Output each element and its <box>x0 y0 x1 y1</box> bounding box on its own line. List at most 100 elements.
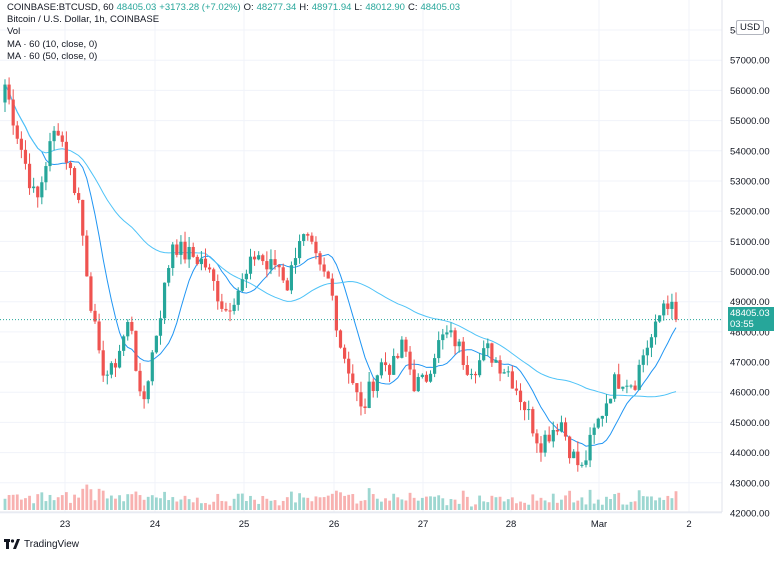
volume-bar <box>502 501 506 510</box>
volume-bar <box>89 489 93 510</box>
candle-body <box>273 259 277 265</box>
volume-bar <box>24 498 27 510</box>
x-tick-label: 2 <box>686 519 691 530</box>
volume-bar <box>335 490 338 510</box>
candle-body <box>645 347 649 356</box>
high-label: H: <box>299 2 309 13</box>
candle-body <box>494 360 498 363</box>
volume-bar <box>396 497 400 510</box>
candle-body <box>32 186 36 189</box>
volume-bar <box>347 494 351 510</box>
volume-bar <box>130 494 134 510</box>
candle-body <box>27 163 32 189</box>
volume-bar <box>494 497 498 510</box>
candle-body <box>588 434 592 461</box>
volume-bar <box>670 498 674 510</box>
volume-bar <box>576 500 580 510</box>
candle-body <box>408 351 412 370</box>
volume-bar <box>265 498 269 510</box>
candle-body <box>240 279 244 291</box>
candle-body <box>257 255 261 260</box>
candle-body <box>48 141 52 167</box>
volume-bar <box>199 503 203 510</box>
candle-body <box>64 141 68 163</box>
y-tick-label: 44000.00 <box>730 448 770 459</box>
volume-bar <box>48 494 52 510</box>
volume-bar <box>637 490 641 510</box>
candle-body <box>281 267 285 281</box>
volume-bar <box>645 496 649 510</box>
volume-bar <box>605 496 608 510</box>
candle-body <box>625 385 629 387</box>
volume-bar <box>126 494 130 510</box>
candle-body <box>68 162 73 169</box>
candle-body <box>72 168 77 194</box>
x-tick-label: 25 <box>239 519 250 530</box>
volume-bar <box>445 505 449 510</box>
candle-body <box>367 381 371 408</box>
candle-body <box>658 315 662 322</box>
volume-bar <box>560 499 563 510</box>
candle-body <box>302 234 306 242</box>
candle-body <box>232 304 236 312</box>
volume-bar <box>515 503 518 510</box>
symbol-label[interactable]: COINBASE:BTCUSD, 60 <box>7 2 114 13</box>
volume-bar <box>596 499 600 510</box>
candle-body <box>224 308 228 311</box>
volume-bar <box>3 498 7 510</box>
volume-bar <box>437 495 441 510</box>
tradingview-logo-icon <box>4 539 20 549</box>
candle-body <box>109 363 113 375</box>
volume-bar <box>547 502 551 510</box>
x-tick-label: 28 <box>506 519 517 530</box>
indicator-ma-10[interactable]: MA · 60 (10, close, 0) <box>7 38 98 50</box>
y-tick-label: 53000.00 <box>730 176 770 187</box>
close-value: 48405.03 <box>420 2 461 13</box>
volume-bar <box>408 492 412 510</box>
volume-bar <box>539 497 543 510</box>
candle-body <box>85 235 89 277</box>
y-tick-label: 46000.00 <box>730 388 770 399</box>
candle-body <box>473 373 478 376</box>
branding[interactable]: TradingView <box>4 538 79 550</box>
candle-body <box>216 281 220 302</box>
candle-body <box>142 391 146 400</box>
volume-bar <box>641 496 645 510</box>
candle-body <box>412 369 416 392</box>
indicator-ma-50[interactable]: MA · 60 (50, close, 0) <box>7 50 98 62</box>
candle-body <box>396 355 400 358</box>
candle-body <box>633 385 637 390</box>
candle-body <box>653 321 658 338</box>
y-tick-label: 52000.00 <box>730 207 770 218</box>
candle-body <box>441 334 445 341</box>
candle-body <box>355 383 359 393</box>
candle-body <box>261 255 265 262</box>
volume-bar <box>183 495 187 510</box>
volume-bar <box>159 498 162 510</box>
volume-bar <box>322 497 326 510</box>
candle-body <box>146 381 150 400</box>
volume-bar <box>15 494 19 510</box>
close-label: C: <box>407 2 418 13</box>
candle-body <box>433 358 437 374</box>
volume-bar <box>146 496 150 510</box>
volume-bar <box>519 501 522 510</box>
volume-bar <box>486 502 490 510</box>
candle-body <box>203 258 208 268</box>
volume-bar <box>138 495 142 510</box>
y-tick-label: 49000.00 <box>730 297 770 308</box>
volume-bar <box>572 502 576 510</box>
volume-bar <box>392 493 396 510</box>
volume-bar <box>613 494 617 510</box>
volume-bar <box>187 499 191 510</box>
candle-body <box>171 244 175 269</box>
currency-badge[interactable]: USD <box>736 20 765 35</box>
candle-body <box>670 301 674 309</box>
candle-body <box>269 259 273 270</box>
volume-bar <box>236 493 240 510</box>
candle-body <box>547 434 551 442</box>
ohlc-row: COINBASE:BTCUSD, 60 48405.03 +3173.28 (+… <box>7 2 460 14</box>
indicator-volume[interactable]: Vol <box>7 26 21 38</box>
candle-body <box>608 398 613 404</box>
